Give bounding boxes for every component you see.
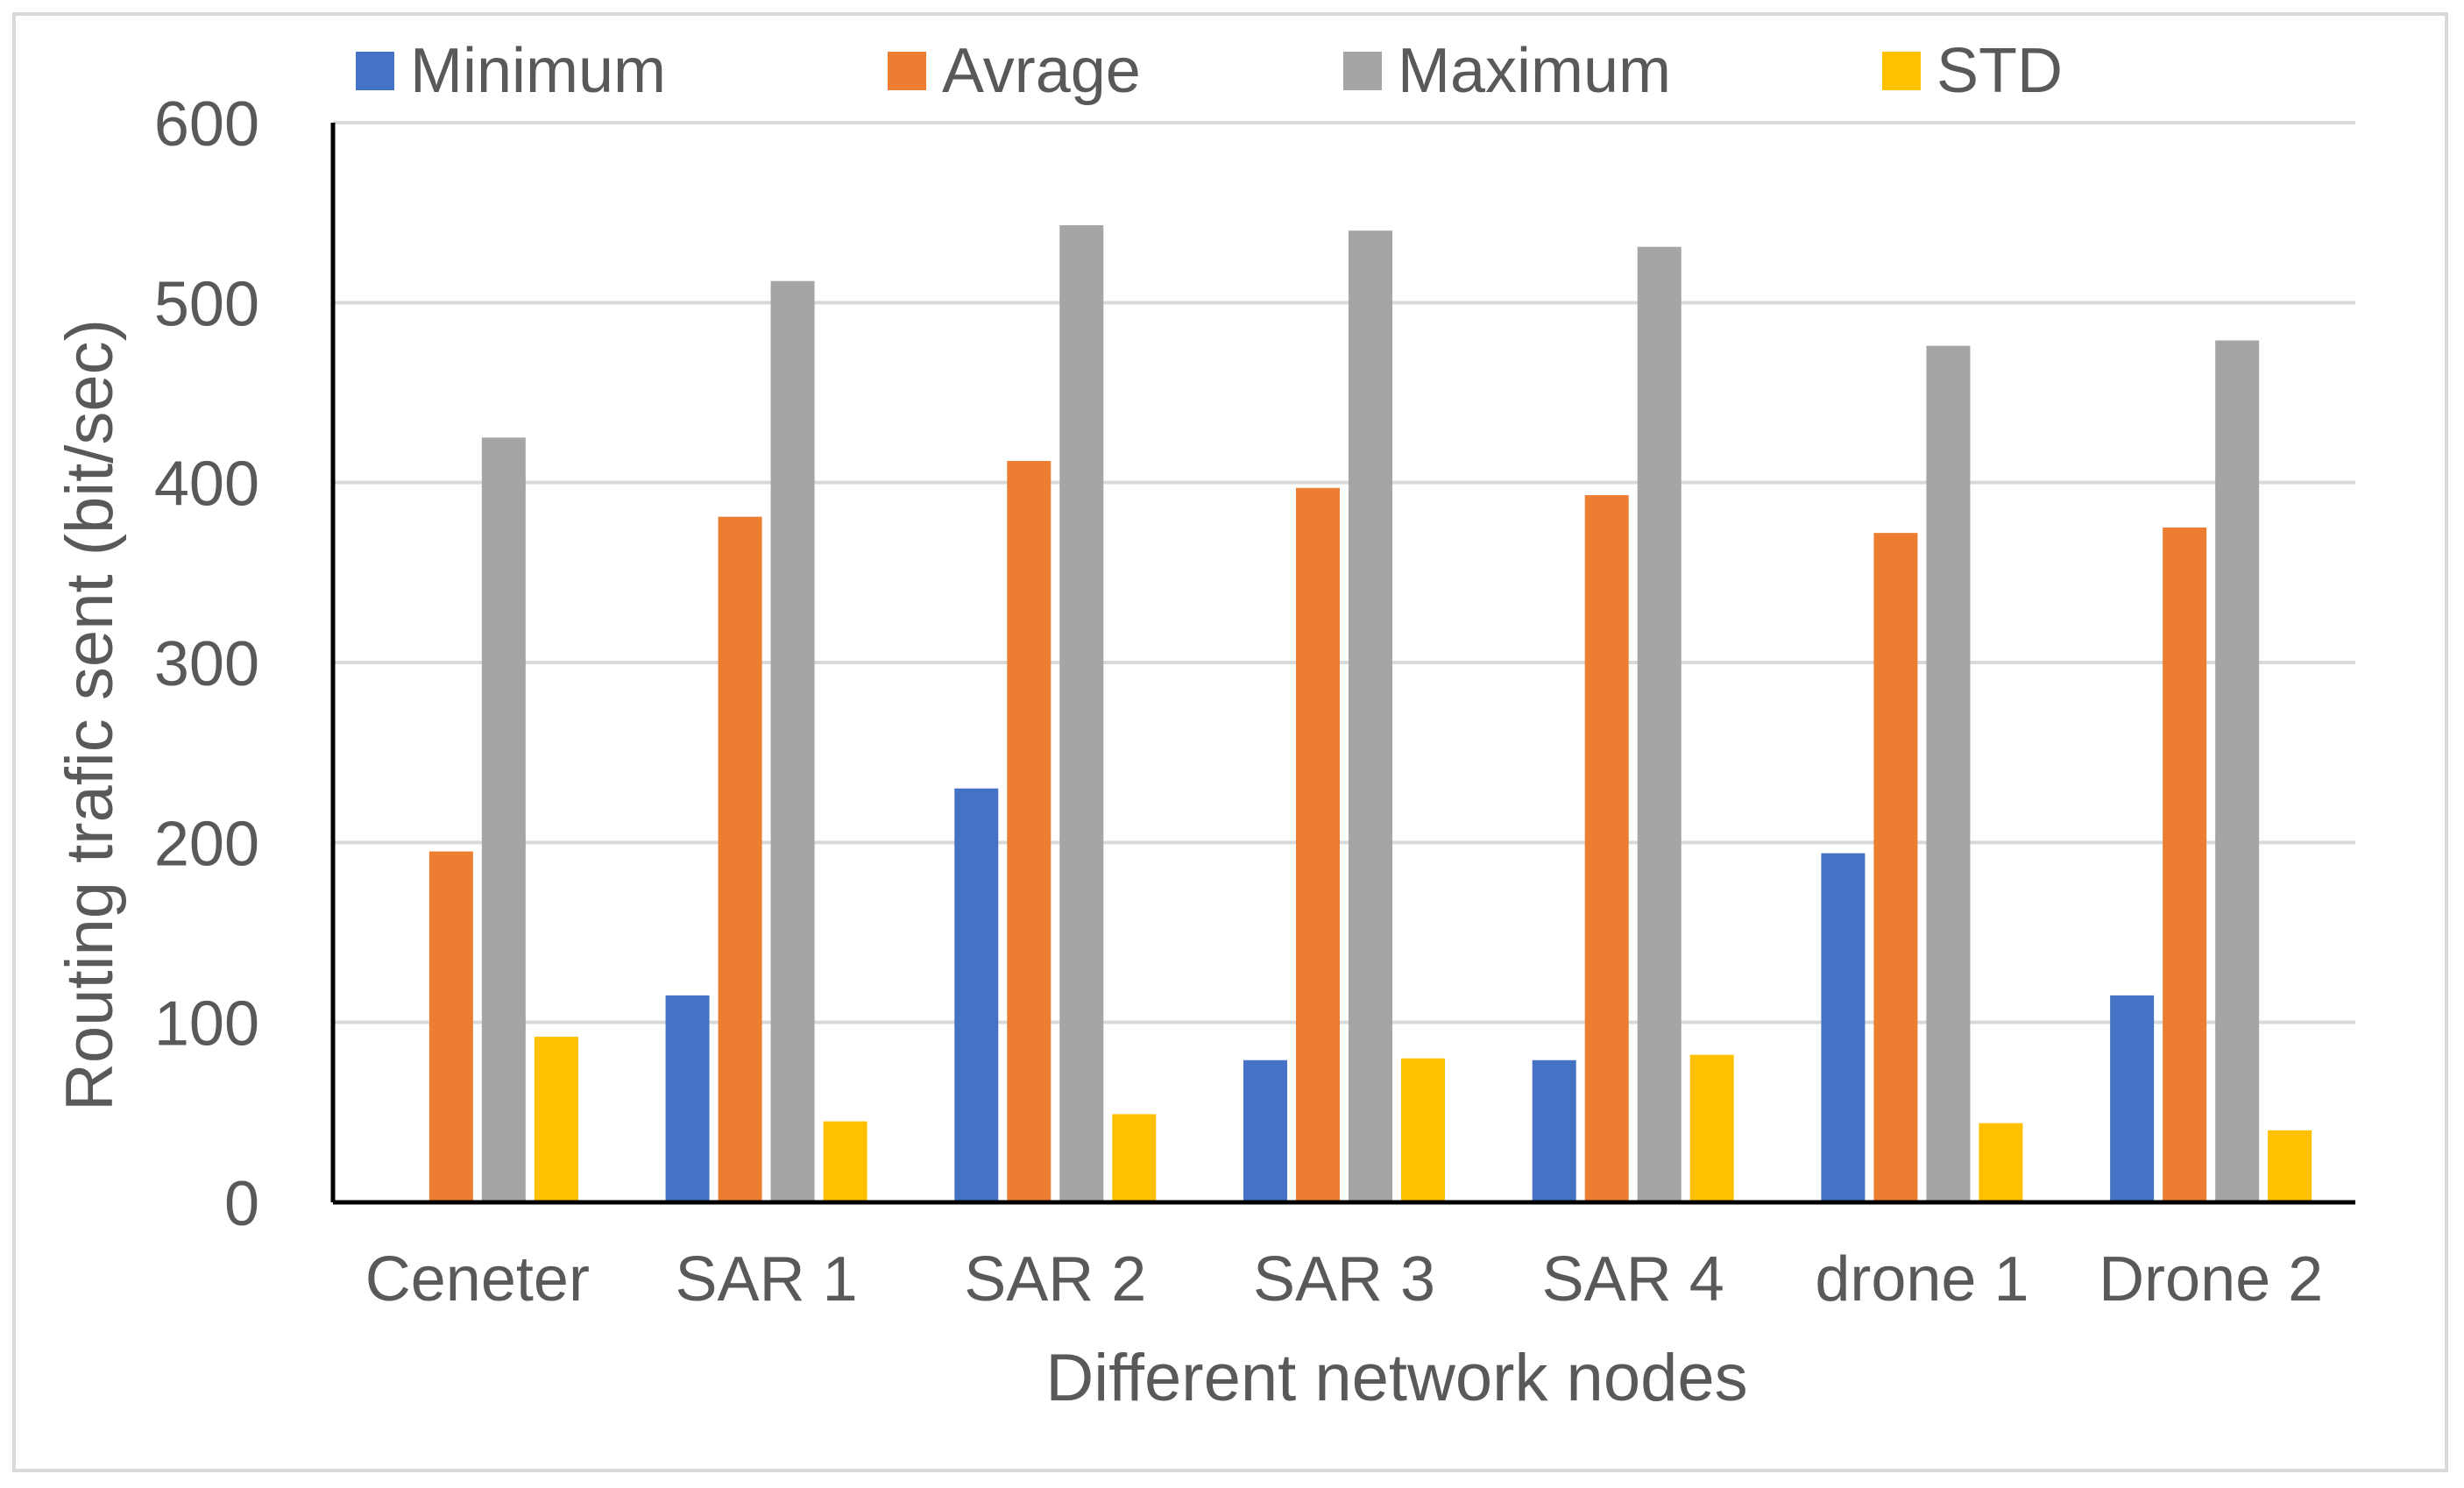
bar-chart: 0 100 200 300 400 500 600 Ceneter SAR 1 SAR 2 SAR… [53, 89, 2355, 1415]
y-tick-label-200: 200 [154, 809, 259, 879]
x-tick-label-sar-3: SAR 3 [1253, 1244, 1435, 1314]
x-tick-labels: Ceneter SAR 1 SAR 2 SAR 3 SAR 4 drone 1 Drone … [365, 1244, 2323, 1314]
bar-minimum-sar-3 [1243, 1059, 1287, 1202]
chart-frame: Minimum Avrage Maximum STD 0 100 200 300 400… [12, 12, 2448, 1472]
legend-item-avrage: Avrage [888, 32, 1141, 110]
x-tick-label-sar-1: SAR 1 [676, 1244, 858, 1314]
y-tick-label-0: 0 [224, 1169, 259, 1239]
legend-label-std: STD [1937, 36, 2063, 106]
bar-avrage-drone-2 [2163, 528, 2207, 1202]
legend-label-maximum: Maximum [1398, 36, 1672, 106]
bar-avrage-sar-4 [1584, 495, 1629, 1202]
bar-minimum-drone-2 [2110, 995, 2155, 1202]
bar-std-sar-4 [1689, 1054, 1734, 1202]
bar-maximum-drone-1 [1926, 345, 1971, 1202]
y-tick-labels: 0 100 200 300 400 500 600 [154, 89, 259, 1239]
x-tick-label-ceneter: Ceneter [365, 1244, 590, 1314]
x-tick-label-drone-2: Drone 2 [2099, 1244, 2323, 1314]
bar-minimum-sar-1 [665, 995, 710, 1202]
bar-std-sar-3 [1401, 1058, 1445, 1202]
legend-item-minimum: Minimum [356, 32, 666, 110]
bar-minimum-sar-4 [1532, 1059, 1576, 1202]
bar-std-sar-1 [823, 1121, 867, 1202]
bar-avrage-sar-3 [1296, 487, 1340, 1202]
x-axis-title: Different network nodes [1045, 1341, 1747, 1415]
y-tick-label-400: 400 [154, 450, 259, 520]
legend-label-minimum: Minimum [410, 36, 667, 106]
y-axis-title: Routing trafic sent (bit/sec) [53, 319, 127, 1111]
legend-item-std: STD [1882, 32, 2063, 110]
y-tick-label-600: 600 [154, 89, 259, 159]
bar-avrage-sar-1 [718, 516, 762, 1202]
bar-maximum-sar-3 [1349, 230, 1392, 1203]
bar-avrage-drone-1 [1873, 533, 1918, 1202]
bar-std-drone-1 [1979, 1123, 2023, 1202]
x-tick-label-sar-2: SAR 2 [964, 1244, 1146, 1314]
bar-maximum-sar-1 [770, 280, 815, 1202]
legend-swatch-avrage [888, 52, 926, 90]
y-tick-label-100: 100 [154, 989, 259, 1059]
bars [428, 225, 2312, 1203]
bar-std-drone-2 [2268, 1130, 2312, 1202]
x-tick-label-sar-4: SAR 4 [1542, 1244, 1724, 1314]
legend-swatch-std [1882, 52, 1921, 90]
bar-maximum-sar-4 [1637, 246, 1682, 1203]
legend-item-maximum: Maximum [1343, 32, 1671, 110]
bar-maximum-drone-2 [2215, 340, 2260, 1202]
bar-minimum-drone-1 [1821, 853, 1866, 1202]
gridlines [333, 121, 2355, 1024]
legend-swatch-minimum [356, 52, 394, 90]
legend-label-avrage: Avrage [942, 36, 1141, 106]
y-tick-label-500: 500 [154, 269, 259, 339]
axes [330, 123, 2355, 1205]
bar-std-sar-2 [1112, 1114, 1157, 1202]
bar-minimum-sar-2 [954, 788, 999, 1202]
bar-std-ceneter [534, 1037, 578, 1202]
legend-swatch-maximum [1343, 52, 1382, 90]
bar-maximum-ceneter [481, 437, 526, 1202]
bar-avrage-sar-2 [1007, 461, 1051, 1202]
x-tick-label-drone-1: drone 1 [1815, 1244, 2029, 1314]
bar-maximum-sar-2 [1059, 225, 1104, 1202]
y-tick-label-300: 300 [154, 629, 259, 699]
bar-avrage-ceneter [428, 851, 473, 1202]
